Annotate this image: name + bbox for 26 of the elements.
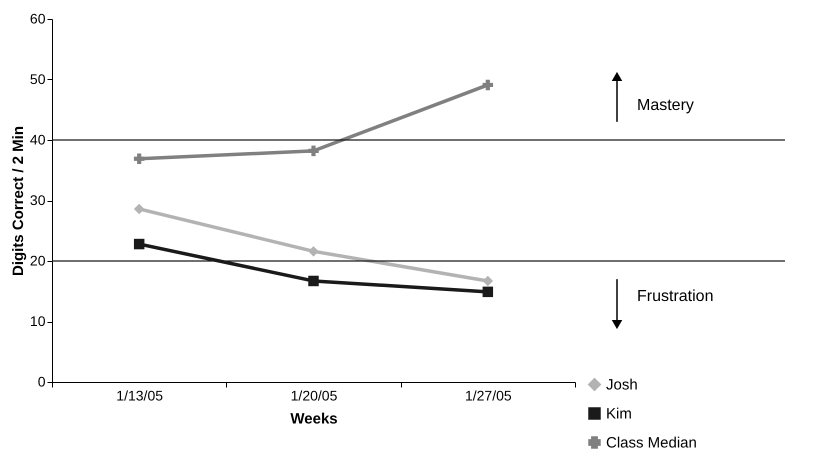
point bbox=[134, 154, 144, 164]
point bbox=[482, 276, 494, 286]
y-tick-label: 20 bbox=[30, 252, 46, 268]
y-axis-title: Digits Correct / 2 Min bbox=[10, 126, 27, 276]
legend-label: Kim bbox=[606, 406, 632, 422]
y-tick-label: 60 bbox=[30, 10, 46, 26]
x-axis-title: Weeks bbox=[290, 410, 338, 428]
point bbox=[134, 238, 144, 250]
y-tick-label: 50 bbox=[30, 71, 46, 87]
point bbox=[308, 246, 319, 257]
legend-label: Class Median bbox=[606, 434, 697, 452]
y-tick-label: 0 bbox=[38, 374, 46, 390]
point bbox=[308, 146, 319, 156]
x-tick-label: 1/13/05 bbox=[116, 388, 164, 404]
x-tick-label: 1/20/05 bbox=[290, 388, 338, 404]
y-tick-label: 40 bbox=[30, 132, 46, 148]
x-tick-label: 1/27/05 bbox=[464, 388, 512, 404]
y-tick-label: 30 bbox=[30, 192, 46, 208]
point bbox=[134, 204, 144, 214]
legend-label: Josh bbox=[606, 376, 638, 394]
y-tick-label: 10 bbox=[30, 313, 46, 329]
text: Frustration bbox=[637, 288, 714, 306]
text: Mastery bbox=[637, 96, 694, 114]
point bbox=[482, 80, 494, 90]
point bbox=[482, 286, 494, 298]
point bbox=[308, 276, 319, 286]
